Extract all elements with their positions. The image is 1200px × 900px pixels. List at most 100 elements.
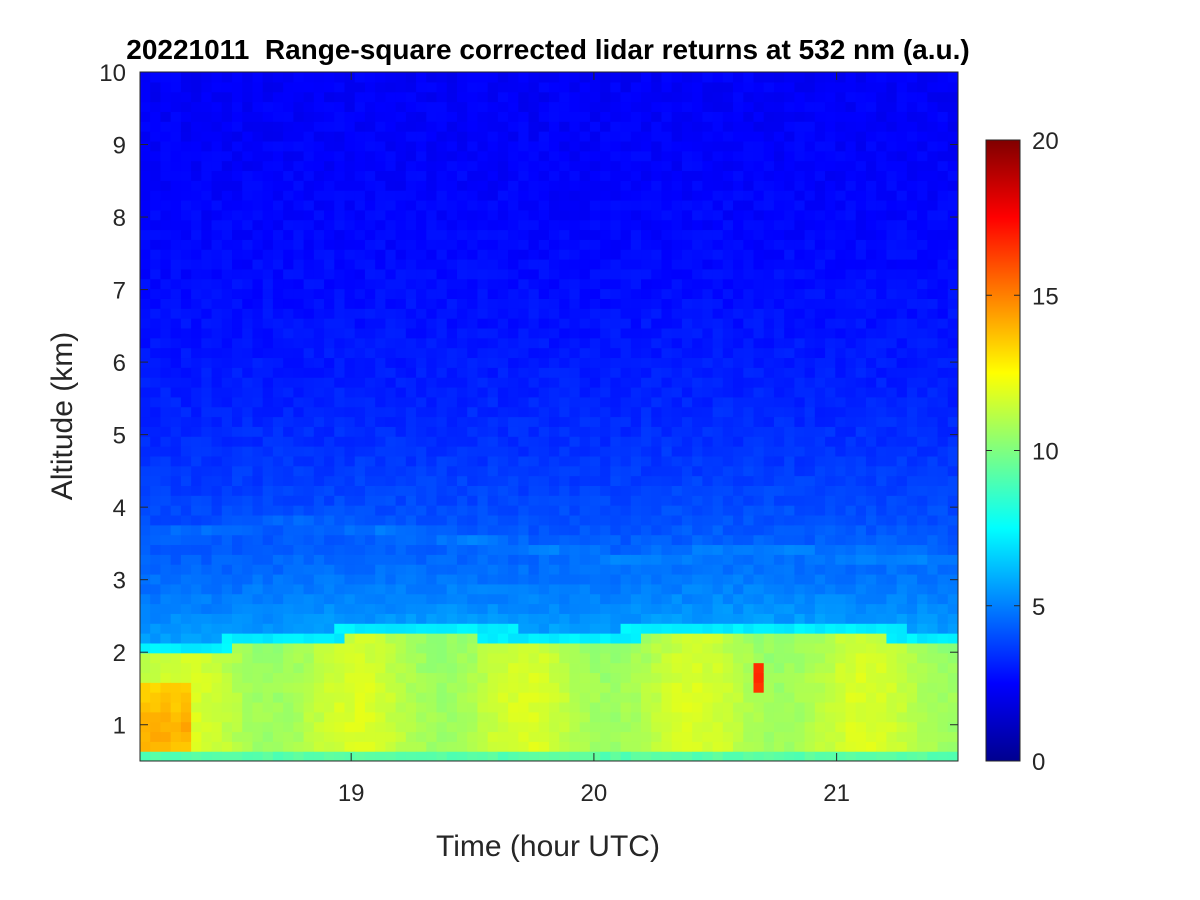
- heatmap-cell: [334, 239, 346, 250]
- heatmap-cell: [620, 327, 632, 339]
- heatmap-cell: [855, 692, 867, 703]
- heatmap-cell: [753, 446, 765, 457]
- heatmap-cell: [150, 131, 162, 142]
- heatmap-cell: [180, 386, 192, 398]
- heatmap-cell: [743, 564, 755, 575]
- heatmap-cell: [313, 386, 325, 398]
- heatmap-cell: [242, 475, 254, 486]
- heatmap-cell: [651, 642, 663, 654]
- heatmap-cell: [160, 219, 172, 231]
- heatmap-cell: [743, 446, 755, 457]
- heatmap-cell: [712, 101, 724, 112]
- heatmap-cell: [272, 209, 284, 221]
- heatmap-cell: [610, 534, 622, 546]
- heatmap-cell: [395, 475, 407, 486]
- heatmap-cell: [354, 150, 366, 162]
- heatmap-cell: [661, 288, 673, 299]
- heatmap-cell: [692, 199, 703, 211]
- heatmap-cell: [221, 140, 233, 152]
- heatmap-cell: [201, 662, 213, 674]
- heatmap-cell: [221, 308, 233, 319]
- heatmap-cell: [160, 633, 172, 644]
- heatmap-cell: [600, 288, 611, 299]
- heatmap-cell: [692, 357, 703, 368]
- heatmap-cell: [160, 259, 172, 270]
- heatmap-cell: [283, 229, 294, 240]
- heatmap-cell: [702, 180, 714, 191]
- heatmap-cell: [528, 72, 540, 83]
- heatmap-cell: [692, 209, 703, 221]
- heatmap-cell: [283, 377, 294, 388]
- heatmap-cell: [743, 259, 755, 270]
- heatmap-cell: [354, 229, 366, 240]
- heatmap-cell: [497, 741, 509, 752]
- heatmap-cell: [681, 446, 693, 457]
- heatmap-cell: [804, 505, 816, 516]
- heatmap-cell: [835, 91, 847, 103]
- heatmap-cell: [467, 406, 479, 418]
- heatmap-cell: [651, 731, 663, 742]
- heatmap-cell: [814, 593, 826, 605]
- heatmap-cell: [651, 249, 663, 260]
- heatmap-cell: [416, 544, 427, 555]
- heatmap-cell: [150, 544, 162, 555]
- heatmap-cell: [354, 672, 366, 683]
- heatmap-cell: [395, 633, 407, 644]
- heatmap-cell: [630, 682, 642, 693]
- heatmap-cell: [385, 416, 397, 427]
- heatmap-cell: [221, 583, 233, 595]
- heatmap-cell: [344, 524, 356, 536]
- heatmap-cell: [681, 731, 693, 742]
- heatmap-cell: [508, 505, 519, 516]
- heatmap-cell: [252, 633, 264, 644]
- heatmap-cell: [375, 524, 386, 536]
- heatmap-cell: [344, 583, 356, 595]
- heatmap-cell: [641, 367, 652, 378]
- heatmap-cell: [712, 593, 724, 605]
- heatmap-cell: [671, 711, 683, 723]
- heatmap-cell: [232, 268, 243, 280]
- heatmap-cell: [303, 701, 315, 713]
- heatmap-cell: [364, 564, 376, 575]
- heatmap-cell: [252, 111, 264, 122]
- heatmap-cell: [385, 613, 397, 624]
- heatmap-cell: [293, 465, 305, 477]
- heatmap-cell: [538, 259, 550, 270]
- heatmap-cell: [354, 377, 366, 388]
- heatmap-cell: [641, 180, 652, 191]
- heatmap-cell: [180, 111, 192, 122]
- heatmap-cell: [201, 337, 213, 349]
- heatmap-cell: [446, 731, 458, 742]
- heatmap-cell: [763, 642, 775, 654]
- heatmap-cell: [722, 91, 734, 103]
- heatmap-cell: [804, 249, 816, 260]
- heatmap-cell: [620, 318, 632, 329]
- heatmap-cell: [324, 337, 335, 349]
- heatmap-cell: [671, 219, 683, 231]
- heatmap-cell: [313, 534, 325, 546]
- heatmap-cell: [303, 485, 315, 496]
- heatmap-cell: [385, 377, 397, 388]
- heatmap-cell: [293, 140, 305, 152]
- heatmap-cell: [825, 377, 836, 388]
- heatmap-cell: [344, 721, 356, 733]
- heatmap-cell: [865, 741, 877, 752]
- heatmap-cell: [692, 593, 703, 605]
- heatmap-cell: [743, 347, 755, 359]
- heatmap-cell: [385, 219, 397, 231]
- heatmap-cell: [497, 170, 509, 181]
- heatmap-cell: [303, 386, 315, 398]
- heatmap-cell: [825, 308, 836, 319]
- heatmap-cell: [180, 731, 192, 742]
- heatmap-cell: [385, 701, 397, 713]
- heatmap-cell: [160, 101, 172, 112]
- heatmap-cell: [630, 642, 642, 654]
- heatmap-cell: [221, 160, 233, 172]
- heatmap-cell: [477, 465, 489, 477]
- heatmap-cell: [610, 514, 622, 526]
- heatmap-cell: [313, 170, 325, 181]
- heatmap-cell: [845, 741, 857, 752]
- heatmap-cell: [170, 485, 182, 496]
- heatmap-cell: [375, 672, 386, 683]
- heatmap-cell: [825, 72, 836, 83]
